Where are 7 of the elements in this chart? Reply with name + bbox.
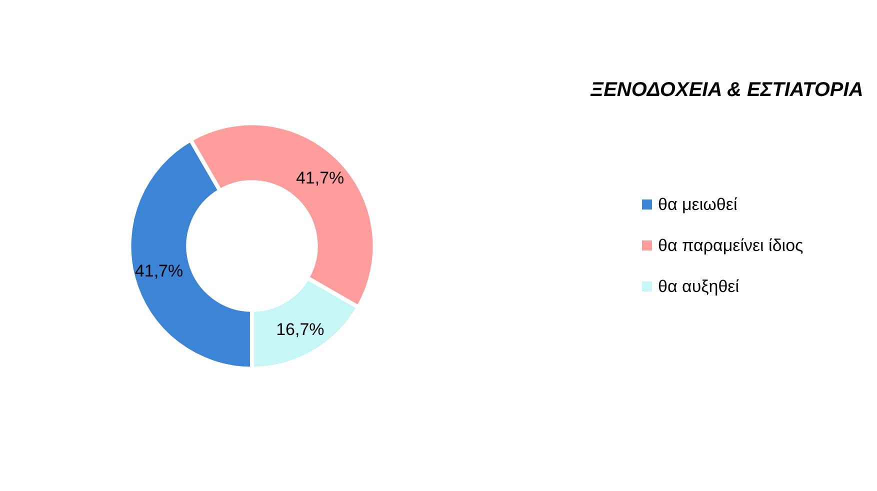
legend-label: θα μειωθεί — [658, 195, 738, 214]
data-label: 41,7% — [296, 168, 344, 188]
legend-label: θα παραμείνει ίδιος — [658, 236, 804, 255]
legend-label: θα αυξηθεί — [658, 277, 740, 296]
data-label: 16,7% — [276, 320, 324, 339]
data-label: 41,7% — [134, 261, 184, 280]
chart-title: ΞΕΝΟΔΟΧΕΙΑ & ΕΣΤΙΑΤΟΡΙΑ — [589, 79, 864, 101]
